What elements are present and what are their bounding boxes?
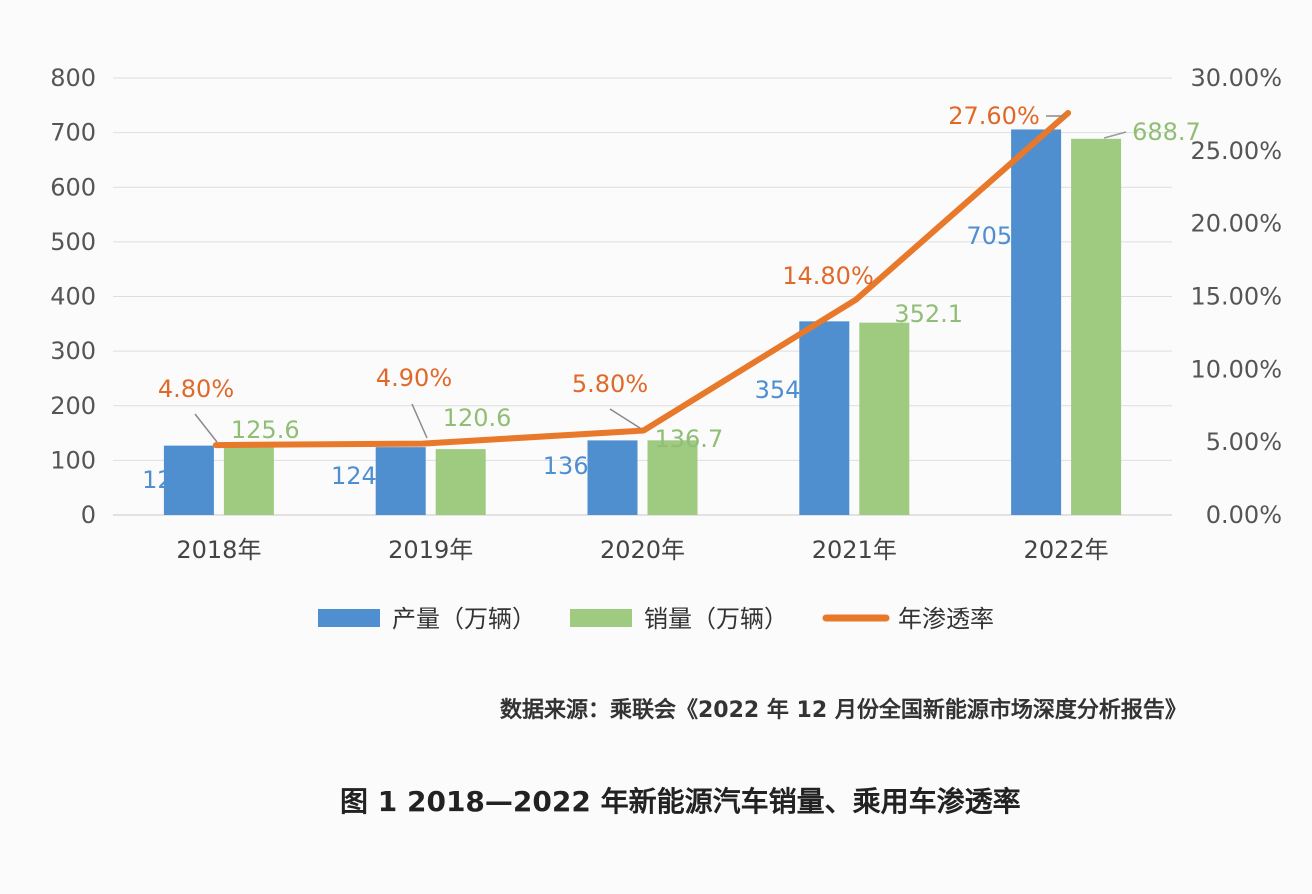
- label-leader-line: [194, 413, 218, 443]
- production-data-label: 136.6: [543, 452, 612, 480]
- bar-sales: [859, 322, 910, 515]
- bar-production: [799, 321, 850, 515]
- y-left-tick-label: 700: [50, 119, 96, 147]
- label-leader-line: [1103, 131, 1127, 139]
- y-left-tick-label: 200: [50, 392, 96, 420]
- y-right-tick-label: 0.00%: [1206, 501, 1282, 529]
- y-right-tick-label: 30.00%: [1190, 64, 1282, 92]
- sales-data-label: 136.7: [655, 425, 724, 453]
- y-right-tick-label: 5.00%: [1206, 428, 1282, 456]
- rate-data-label: 5.80%: [572, 370, 648, 398]
- source-note: 数据来源：乘联会《2022 年 12 月份全国新能源市场深度分析报告》: [500, 698, 1187, 723]
- x-tick-label: 2020年: [600, 536, 685, 564]
- x-tick-label: 2019年: [388, 536, 473, 564]
- y-left-tick-label: 600: [50, 173, 96, 201]
- rate-data-label: 4.80%: [158, 375, 234, 403]
- sales-data-label: 125.6: [231, 416, 300, 444]
- y-right-tick-label: 20.00%: [1190, 210, 1282, 238]
- label-leader-line: [609, 408, 641, 429]
- y-right-tick-label: 15.00%: [1190, 283, 1282, 311]
- legend-swatch-production: [318, 609, 380, 627]
- y-left-tick-label: 800: [50, 64, 96, 92]
- y-right-tick-label: 10.00%: [1190, 355, 1282, 383]
- x-tick-label: 2021年: [812, 536, 897, 564]
- chart-svg: 0 100 200 300 400 500 600 700 800 0.00% 5.00% 10.00…: [50, 64, 1282, 633]
- x-tick-label: 2018年: [176, 536, 261, 564]
- bar-production: [587, 440, 638, 515]
- sales-data-label: 688.7: [1132, 118, 1201, 146]
- production-data-label: 127: [142, 466, 188, 494]
- bar-sales: [647, 440, 698, 515]
- bar-sales: [223, 446, 274, 515]
- y-left-tick-label: 400: [50, 283, 96, 311]
- y-left-tick-label: 500: [50, 228, 96, 256]
- rate-data-label: 4.90%: [376, 364, 452, 392]
- rate-data-label: 27.60%: [948, 102, 1040, 130]
- legend-label-rate: 年渗透率: [898, 605, 994, 633]
- production-data-label: 354.5: [755, 376, 824, 404]
- bar-sales: [435, 449, 486, 515]
- figure-caption: 图 1 2018—2022 年新能源汽车销量、乘用车渗透率: [340, 785, 1021, 818]
- rate-data-label: 14.80%: [782, 262, 874, 290]
- bar-sales: [1071, 138, 1122, 516]
- y-left-tick-label: 300: [50, 337, 96, 365]
- legend-swatch-sales: [570, 609, 632, 627]
- y-left-tick-label: 100: [50, 446, 96, 474]
- penetration-rate-line: [212, 109, 1072, 449]
- bar-production: [163, 445, 214, 515]
- y-right-tick-label: 25.00%: [1190, 137, 1282, 165]
- sales-data-label: 120.6: [443, 404, 512, 432]
- production-data-label: 124.2: [331, 462, 400, 490]
- label-leader-line: [411, 403, 428, 439]
- legend-label-sales: 销量（万辆）: [644, 605, 788, 633]
- sales-data-label: 352.1: [894, 300, 963, 328]
- bar-production: [375, 447, 426, 515]
- x-tick-label: 2022年: [1024, 536, 1109, 564]
- y-left-tick-label: 0: [81, 501, 96, 529]
- legend-label-production: 产量（万辆）: [392, 605, 536, 633]
- bar-production: [1011, 129, 1062, 515]
- production-data-label: 705.8: [966, 222, 1035, 250]
